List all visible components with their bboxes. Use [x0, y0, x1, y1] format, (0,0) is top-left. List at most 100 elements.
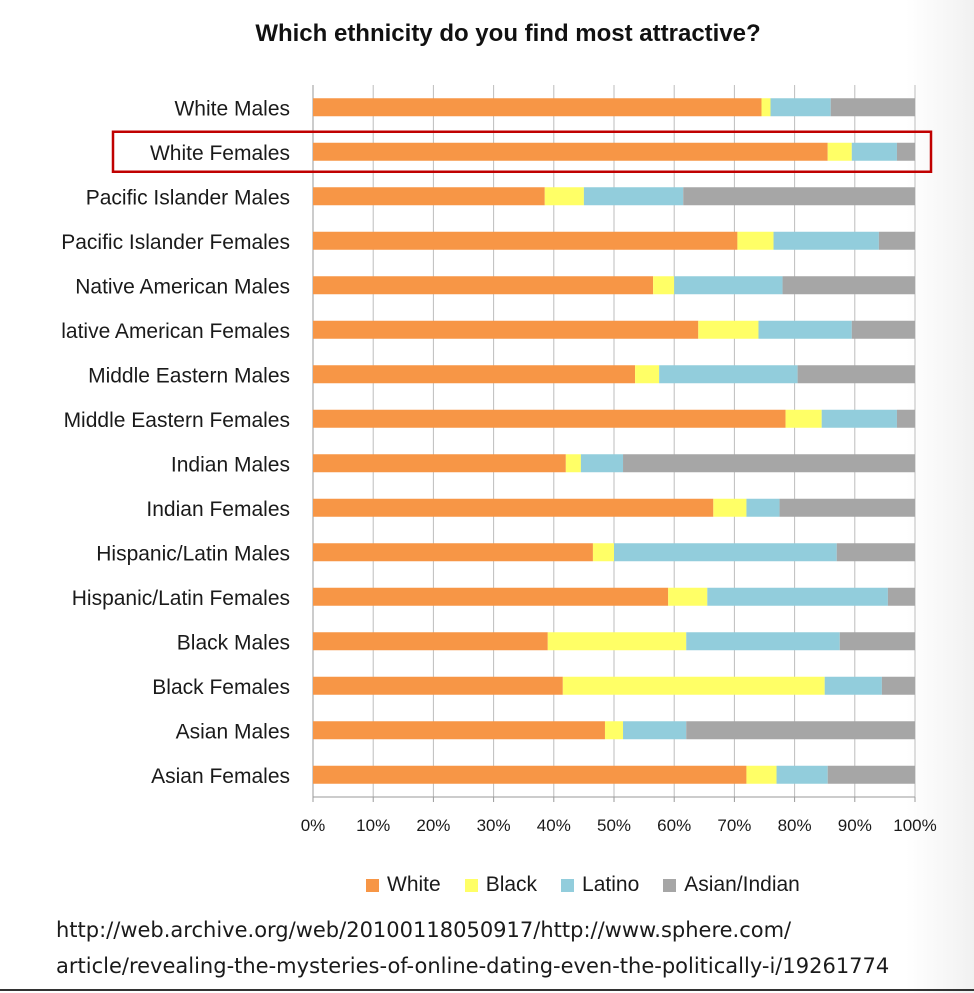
bar-segment-black	[547, 632, 687, 651]
legend-item-black: Black	[464, 873, 538, 897]
bar-segment-white	[313, 409, 786, 428]
legend-swatch-white	[366, 878, 379, 892]
x-tick-label: 50%	[597, 816, 631, 835]
category-label: Asian Females	[151, 765, 290, 788]
category-label: White Females	[150, 142, 290, 165]
bar-segment-black	[635, 365, 660, 384]
bar-segment-black	[604, 721, 624, 740]
x-tick-label: 90%	[838, 816, 872, 835]
bar-segment-black	[565, 454, 581, 473]
bar-segment-white	[313, 543, 593, 562]
legend-label-white: White	[387, 873, 441, 896]
bar-segment-white	[313, 498, 714, 517]
bar-segment-latino	[623, 721, 687, 740]
legend-item-latino: Latino	[561, 873, 639, 897]
bar-segment-latino	[583, 187, 684, 206]
category-label: Indian Males	[171, 453, 290, 476]
bar-segment-white	[313, 187, 545, 206]
bar-segment-latino	[821, 409, 897, 428]
bar-segment-latino	[758, 320, 852, 339]
category-label: Hispanic/Latin Females	[72, 587, 290, 610]
bar-segment-latino	[773, 231, 879, 250]
bar-segment-asian-indian	[896, 409, 915, 428]
bar-segment-white	[313, 365, 636, 384]
bar-segment-black	[562, 676, 825, 695]
bar-segment-latino	[674, 276, 783, 295]
bar-segment-asian-indian	[878, 231, 915, 250]
bar-segment-black	[653, 276, 675, 295]
category-label: Black Males	[177, 631, 290, 654]
bar-segment-asian-indian	[896, 142, 915, 161]
bar-segment-black	[761, 98, 771, 117]
category-label: Indian Females	[146, 498, 290, 521]
x-tick-label: 40%	[537, 816, 571, 835]
bar-segment-white	[313, 765, 747, 784]
legend-label-latino: Latino	[582, 873, 640, 896]
category-label: Hispanic/Latin Males	[96, 542, 290, 565]
bar-segment-white	[313, 721, 605, 740]
bar-segment-latino	[824, 676, 882, 695]
highlight-box	[111, 130, 933, 173]
legend-item-white: White	[366, 873, 441, 897]
bar-segment-latino	[686, 632, 840, 651]
bar-segment-white	[313, 632, 548, 651]
bar-segment-asian-indian	[623, 454, 915, 473]
bottom-rule	[0, 989, 974, 991]
category-label: Native American Males	[75, 275, 290, 298]
bar-segment-white	[313, 676, 563, 695]
category-label: lative American Females	[61, 320, 290, 343]
bar-segment-black	[737, 231, 774, 250]
bar-segment-white	[313, 320, 699, 339]
category-label: Pacific Islander Females	[61, 231, 290, 254]
bar-segment-white	[313, 231, 738, 250]
category-label: Pacific Islander Males	[86, 186, 290, 209]
bar-segment-latino	[614, 543, 837, 562]
bar-segment-black	[698, 320, 759, 339]
bar-segment-asian-indian	[827, 765, 915, 784]
bar-segment-asian-indian	[683, 187, 915, 206]
x-tick-label: 10%	[356, 816, 390, 835]
bar-segment-asian-indian	[887, 587, 915, 606]
x-tick-label: 100%	[893, 816, 936, 835]
bar-segment-white	[313, 98, 762, 117]
bar-segment-asian-indian	[836, 543, 915, 562]
legend-label-black: Black	[485, 873, 538, 896]
bar-segment-black	[713, 498, 747, 517]
bar-segment-black	[827, 142, 852, 161]
bar-segment-latino	[659, 365, 798, 384]
bar-segment-white	[313, 142, 828, 161]
bar-segment-black	[746, 765, 777, 784]
x-tick-label: 20%	[416, 816, 450, 835]
bar-segment-asian-indian	[782, 276, 915, 295]
category-label: Black Females	[152, 676, 290, 699]
x-tick-label: 80%	[778, 816, 812, 835]
x-tick-label: 30%	[477, 816, 511, 835]
bar-segment-latino	[746, 498, 780, 517]
bar-segment-latino	[770, 98, 831, 117]
x-tick-label: 0%	[301, 816, 326, 835]
category-label: Middle Eastern Males	[88, 364, 290, 387]
bar-segment-black	[592, 543, 614, 562]
legend-swatch-black	[464, 878, 478, 892]
bar-segment-black	[544, 187, 584, 206]
legend-swatch-asian-indian	[663, 878, 677, 892]
source-url-line-2[interactable]: article/revealing-the-mysteries-of-onlin…	[56, 954, 890, 978]
category-label: Asian Males	[176, 720, 290, 743]
bar-segment-asian-indian	[881, 676, 915, 695]
bar-segment-asian-indian	[839, 632, 915, 651]
bar-segment-white	[313, 454, 566, 473]
bar-segment-white	[313, 587, 669, 606]
source-url-line-1[interactable]: http://web.archive.org/web/2010011805091…	[56, 918, 792, 942]
bar-segment-white	[313, 276, 654, 295]
x-tick-label: 60%	[657, 816, 691, 835]
category-label: White Males	[174, 97, 290, 120]
stacked-bar-chart: 0% 10% 20% 30% 40% 50% 60% 70% 80% 90% 100% White M…	[61, 85, 937, 835]
bar-segment-black	[785, 409, 822, 428]
legend-label-asian-indian: Asian/Indian	[684, 873, 800, 896]
bar-segment-black	[668, 587, 708, 606]
bar-segment-latino	[851, 142, 897, 161]
bar-segment-asian-indian	[779, 498, 915, 517]
bar-segment-asian-indian	[797, 365, 915, 384]
bar-segment-latino	[707, 587, 888, 606]
